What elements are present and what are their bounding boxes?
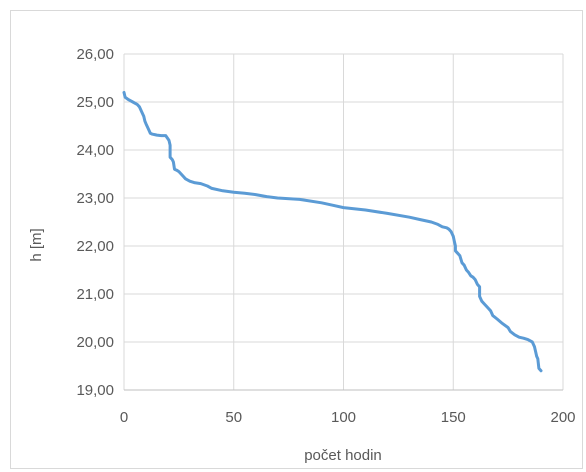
y-tick-label: 23,00 bbox=[76, 190, 114, 207]
y-tick-labels: 19,00 20,00 21,00 22,00 23,00 24,00 25,00 26,00 bbox=[76, 46, 114, 399]
y-axis-title: h [m] bbox=[28, 228, 45, 261]
y-tick-label: 25,00 bbox=[76, 94, 114, 111]
y-tick-label: 26,00 bbox=[76, 46, 114, 63]
y-tick-label: 20,00 bbox=[76, 334, 114, 351]
y-tick-label: 21,00 bbox=[76, 286, 114, 303]
x-tick-labels: 0 50 100 150 200 bbox=[120, 409, 576, 426]
gridlines bbox=[123, 53, 564, 391]
y-tick-label: 19,00 bbox=[76, 382, 114, 399]
x-tick-label: 150 bbox=[441, 409, 466, 426]
chart-frame bbox=[10, 10, 583, 469]
x-tick-label: 0 bbox=[120, 409, 128, 426]
y-tick-label: 22,00 bbox=[76, 238, 114, 255]
x-tick-label: 200 bbox=[550, 409, 575, 426]
y-tick-label: 24,00 bbox=[76, 142, 114, 159]
x-tick-label: 100 bbox=[331, 409, 356, 426]
series-line bbox=[122, 90, 543, 373]
x-tick-label: 50 bbox=[225, 409, 242, 426]
x-axis-title: počet hodin bbox=[304, 447, 382, 464]
